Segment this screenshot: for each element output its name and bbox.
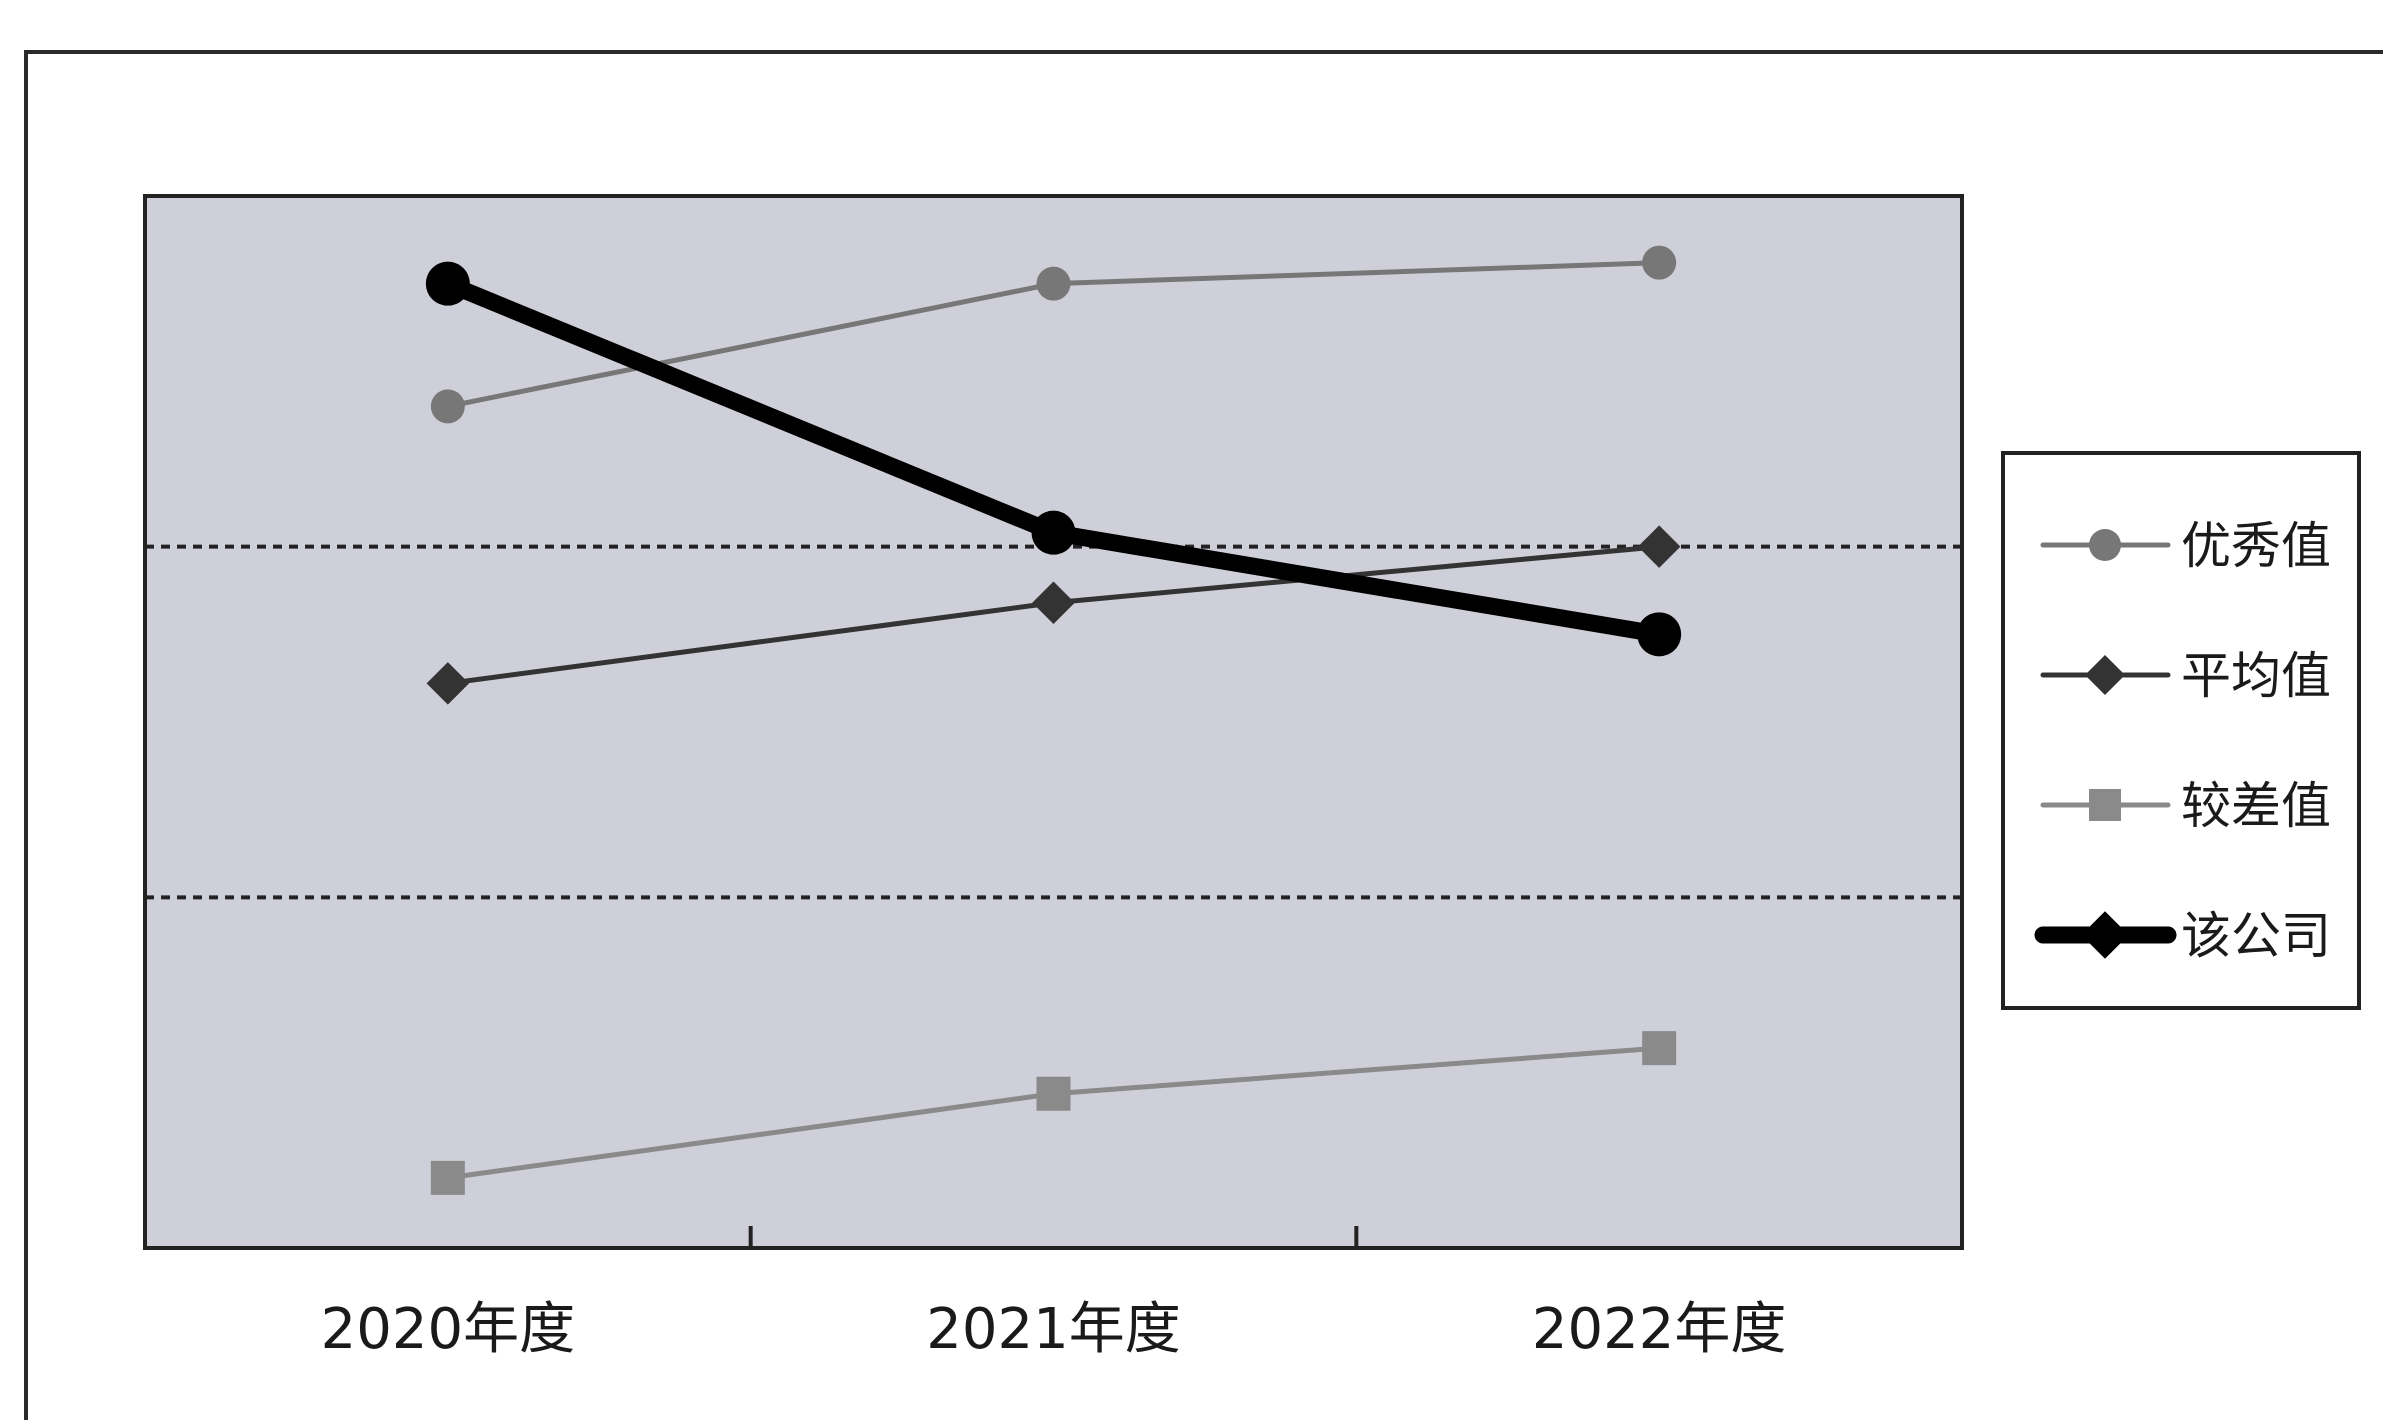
series-point-2 [430,1160,465,1195]
plot-area [143,194,1964,1250]
series-point-2 [1036,1076,1071,1111]
series-point-0 [1642,245,1677,280]
series-point-3 [1031,510,1076,555]
legend-label-1: 平均值 [2181,647,2331,705]
series-point-1 [1637,525,1681,568]
series-point-0 [1036,266,1071,301]
series-point-2 [1642,1031,1677,1066]
x-tick-label: 2020年度 [321,1297,576,1362]
x-tick-label: 2022年度 [1532,1297,1787,1362]
series-point-1 [1032,581,1075,625]
series-point-3 [425,261,470,306]
chart-frame [24,50,2383,1420]
legend-marker-2 [2089,789,2121,821]
legend-label-3: 该公司 [2181,907,2331,965]
legend-marker-1 [2085,655,2125,695]
series-point-1 [426,662,470,705]
legend-label-2: 较差值 [2181,777,2331,835]
series-point-0 [430,389,465,424]
legend-marker-3 [2081,911,2129,959]
x-tick-label: 2021年度 [926,1297,1181,1362]
legend-marker-0 [2089,529,2121,561]
series-point-3 [1637,612,1682,657]
legend-label-0: 优秀值 [2181,517,2331,575]
